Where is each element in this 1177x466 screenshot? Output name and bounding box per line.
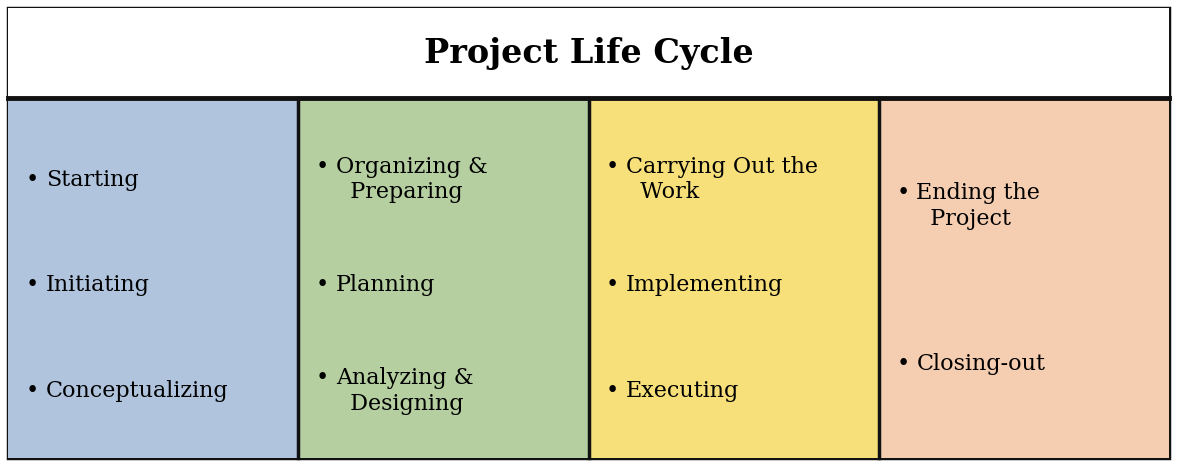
Text: Conceptualizing: Conceptualizing [46, 380, 228, 402]
Text: •: • [606, 156, 619, 178]
Text: Project Life Cycle: Project Life Cycle [424, 36, 753, 69]
Text: Preparing: Preparing [335, 181, 463, 203]
Text: •: • [26, 169, 39, 191]
Text: Work: Work [626, 181, 699, 203]
Text: •: • [26, 380, 39, 402]
Text: Project: Project [917, 208, 1011, 230]
Text: •: • [315, 274, 328, 296]
Text: Executing: Executing [626, 380, 739, 402]
Text: Initiating: Initiating [46, 274, 149, 296]
Text: Planning: Planning [335, 274, 435, 296]
Text: •: • [606, 380, 619, 402]
Text: Carrying Out the: Carrying Out the [626, 156, 818, 178]
Text: Designing: Designing [335, 392, 464, 415]
Text: Implementing: Implementing [626, 274, 784, 296]
Text: Organizing &: Organizing & [335, 156, 487, 178]
Text: Closing-out: Closing-out [917, 353, 1045, 376]
Text: •: • [896, 353, 910, 376]
Text: Starting: Starting [46, 169, 139, 191]
Text: •: • [606, 274, 619, 296]
Bar [298, 98, 588, 458]
Text: •: • [315, 156, 328, 178]
Text: Analyzing &: Analyzing & [335, 367, 473, 389]
Bar [588, 98, 879, 458]
Text: •: • [26, 274, 39, 296]
Bar [879, 98, 1169, 458]
Text: •: • [896, 182, 910, 204]
Text: •: • [315, 367, 328, 389]
Bar [8, 8, 1169, 98]
Text: Ending the: Ending the [917, 182, 1040, 204]
Bar [8, 98, 298, 458]
